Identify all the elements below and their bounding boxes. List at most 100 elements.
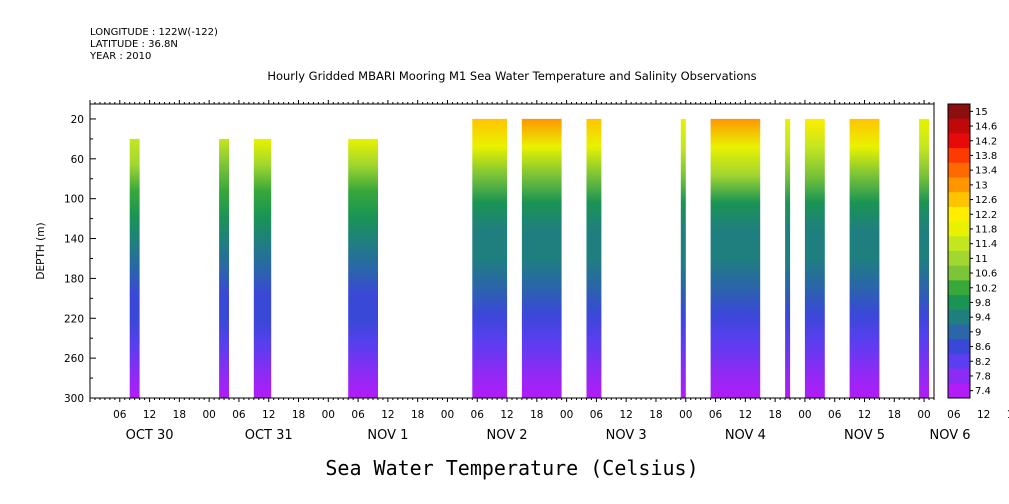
colorbar-label: 11.4 bbox=[975, 239, 997, 250]
colorbar-label: 14.6 bbox=[975, 122, 997, 133]
colorbar-label: 14.2 bbox=[975, 136, 997, 147]
x-date-label: NOV 6 bbox=[929, 428, 970, 443]
observation-segment bbox=[849, 118, 880, 399]
colorbar-swatch bbox=[948, 206, 970, 223]
y-tick-label: 300 bbox=[64, 393, 84, 405]
latitude-label: LATITUDE : 36.8N bbox=[90, 39, 178, 50]
y-axis-ticks: 20 60 100 140 180 220 260 300 bbox=[64, 114, 96, 405]
x-date-label: NOV 3 bbox=[606, 428, 647, 443]
x-hour-tick-label: 12 bbox=[620, 409, 633, 421]
x-hour-tick-label: 12 bbox=[977, 409, 990, 421]
x-hour-tick-label: 12 bbox=[739, 409, 752, 421]
colorbar-swatch bbox=[948, 177, 970, 193]
y-tick-label: 140 bbox=[64, 234, 84, 246]
colorbar-swatch bbox=[948, 309, 970, 325]
colorbar-swatch bbox=[948, 192, 970, 208]
colorbar-label: 7.4 bbox=[975, 386, 991, 397]
colorbar-label: 12.2 bbox=[975, 210, 997, 221]
x-hour-tick-label: 00 bbox=[798, 409, 811, 421]
colorbar-label: 11.8 bbox=[975, 224, 997, 235]
colorbar-label: 13 bbox=[975, 180, 988, 191]
colorbar-label: 9.4 bbox=[975, 313, 991, 324]
colorbar-swatch bbox=[948, 368, 970, 384]
colorbar-label: 13.8 bbox=[975, 151, 997, 162]
observation-segment bbox=[129, 138, 140, 398]
observation-segment bbox=[785, 118, 791, 399]
observation-segment bbox=[680, 118, 686, 399]
colorbar-swatch bbox=[948, 353, 970, 370]
x-hour-tick-label: 00 bbox=[917, 409, 930, 421]
x-hour-tick-label: 06 bbox=[232, 409, 246, 421]
x-date-label: NOV 4 bbox=[725, 428, 766, 443]
x-hour-tick-label: 18 bbox=[888, 409, 901, 421]
x-date-label: OCT 30 bbox=[126, 428, 174, 443]
x-hour-tick-label: 06 bbox=[828, 409, 842, 421]
longitude-label: LONGITUDE : 122W(-122) bbox=[90, 27, 218, 38]
colorbar-swatch bbox=[948, 383, 970, 399]
colorbar-label: 8.2 bbox=[975, 357, 991, 368]
chart-title: Hourly Gridded MBARI Mooring M1 Sea Wate… bbox=[267, 69, 756, 83]
colorbar-swatch bbox=[948, 221, 970, 237]
y-axis-label: DEPTH (m) bbox=[35, 222, 47, 279]
y-tick-label: 180 bbox=[64, 273, 84, 285]
observation-segment bbox=[472, 118, 508, 399]
colorbar-label: 8.6 bbox=[975, 342, 991, 353]
observation-segment bbox=[521, 118, 562, 399]
colorbar-label: 10.2 bbox=[975, 283, 997, 294]
x-hour-tick-label: 00 bbox=[322, 409, 335, 421]
x-hour-tick-label: 12 bbox=[500, 409, 513, 421]
observation-segment bbox=[586, 118, 602, 399]
x-hour-tick-label: 00 bbox=[202, 409, 215, 421]
colorbar-label: 9 bbox=[975, 327, 981, 338]
colorbar: 15 14.6 14.2 13.8 13.4 13 12.6 12.2 11.8 11.4 11 10… bbox=[947, 103, 997, 399]
y-tick-label: 100 bbox=[64, 194, 84, 206]
x-hour-tick-label: 06 bbox=[471, 409, 485, 421]
colorbar-label: 7.8 bbox=[975, 371, 991, 382]
x-hour-tick-label: 06 bbox=[590, 409, 604, 421]
x-hour-tick-label: 12 bbox=[381, 409, 394, 421]
x-date-label: NOV 1 bbox=[367, 428, 408, 443]
x-hour-tick-label: 18 bbox=[292, 409, 305, 421]
colorbar-swatch bbox=[948, 118, 970, 134]
colorbar-label: 15 bbox=[975, 107, 988, 118]
x-hour-tick-label: 18 bbox=[768, 409, 781, 421]
x-hour-tick-label: 00 bbox=[560, 409, 573, 421]
colorbar-swatch bbox=[948, 280, 970, 296]
colorbar-swatch bbox=[948, 133, 970, 149]
colorbar-swatch bbox=[948, 339, 970, 355]
observation-segment bbox=[710, 118, 761, 399]
colorbar-swatch bbox=[948, 148, 970, 164]
colorbar-label: 10.6 bbox=[975, 269, 997, 280]
x-axis-ticks: 06 12 18 00 06 12 18 00 06 12 18 00 06 12 18 00 06 12 18 00… bbox=[89, 100, 1009, 443]
x-hour-tick-label: 06 bbox=[351, 409, 365, 421]
x-date-label: NOV 5 bbox=[844, 428, 885, 443]
x-axis-label: Sea Water Temperature (Celsius) bbox=[325, 456, 698, 480]
x-hour-tick-label: 00 bbox=[441, 409, 454, 421]
x-date-label: OCT 31 bbox=[245, 428, 293, 443]
y-tick-label: 60 bbox=[71, 154, 84, 166]
x-hour-tick-label: 12 bbox=[143, 409, 156, 421]
colorbar-label: 11 bbox=[975, 254, 988, 265]
x-hour-tick-label: 06 bbox=[113, 409, 127, 421]
colorbar-label: 9.8 bbox=[975, 298, 991, 309]
colorbar-swatch bbox=[948, 324, 970, 340]
x-hour-tick-label: 12 bbox=[262, 409, 275, 421]
x-hour-tick-label: 00 bbox=[679, 409, 692, 421]
x-hour-tick-label: 18 bbox=[1007, 409, 1009, 421]
observation-segments bbox=[129, 118, 929, 399]
colorbar-swatch bbox=[948, 236, 970, 252]
colorbar-swatch bbox=[948, 251, 970, 267]
y-tick-label: 220 bbox=[64, 313, 84, 325]
colorbar-label: 12.6 bbox=[975, 195, 997, 206]
observation-segment bbox=[804, 118, 825, 399]
x-hour-tick-label: 18 bbox=[649, 409, 662, 421]
observation-segment bbox=[219, 138, 229, 398]
observation-segment bbox=[919, 118, 929, 399]
colorbar-swatch bbox=[948, 104, 970, 120]
x-hour-tick-label: 12 bbox=[858, 409, 871, 421]
x-hour-tick-label: 18 bbox=[530, 409, 543, 421]
year-label: YEAR : 2010 bbox=[89, 51, 151, 62]
observation-segment bbox=[348, 138, 378, 398]
colorbar-swatch bbox=[948, 162, 970, 178]
